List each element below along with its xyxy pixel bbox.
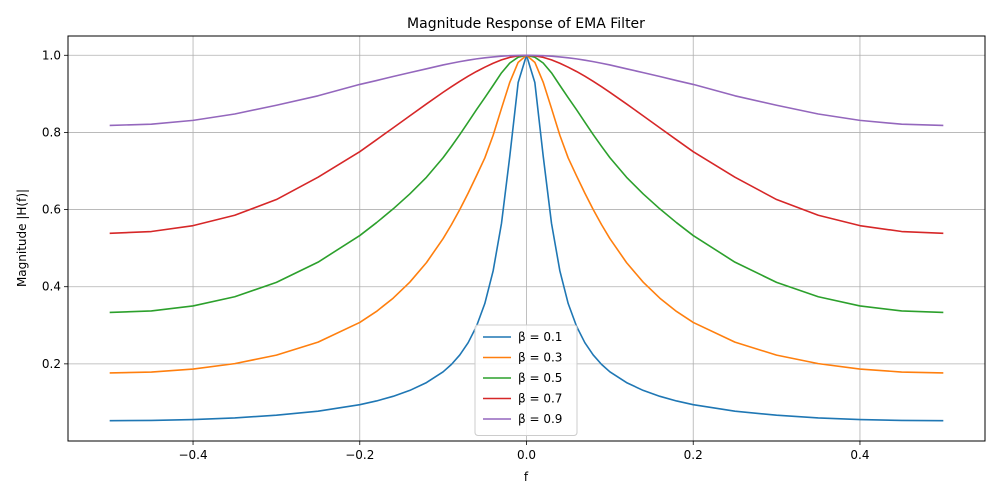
y-tick-label: 0.6 — [42, 203, 61, 217]
legend-entry: β = 0.3 — [518, 351, 562, 365]
x-tick-label: 0.4 — [850, 448, 869, 462]
chart-title: Magnitude Response of EMA Filter — [407, 16, 645, 32]
legend-entry: β = 0.7 — [518, 392, 562, 406]
y-tick-label: 0.8 — [42, 125, 61, 139]
x-tick-label: 0.2 — [684, 448, 703, 462]
x-axis: −0.4 −0.2 0.0 0.2 0.4 — [178, 441, 870, 462]
series-line-5 — [109, 54, 944, 127]
x-tick-label: −0.4 — [178, 448, 207, 462]
legend-box — [474, 324, 578, 436]
x-axis-label: f — [524, 470, 529, 484]
y-axis-label: Magnitude |H(f)| — [15, 189, 29, 287]
x-tick-label: 0.0 — [517, 448, 536, 462]
legend: β = 0.1 β = 0.3 β = 0.5 β = 0.7 β = 0.9 — [474, 324, 578, 436]
y-tick-label: 0.4 — [42, 280, 61, 294]
series-lines — [109, 54, 944, 422]
x-tick-label: −0.2 — [345, 448, 374, 462]
y-axis: 0.2 0.4 0.6 0.8 1.0 — [42, 48, 68, 371]
legend-entry: β = 0.1 — [518, 330, 562, 344]
legend-entry: β = 0.9 — [518, 412, 562, 426]
y-tick-label: 1.0 — [42, 48, 61, 62]
y-tick-label: 0.2 — [42, 357, 61, 371]
legend-entry: β = 0.5 — [518, 371, 562, 385]
